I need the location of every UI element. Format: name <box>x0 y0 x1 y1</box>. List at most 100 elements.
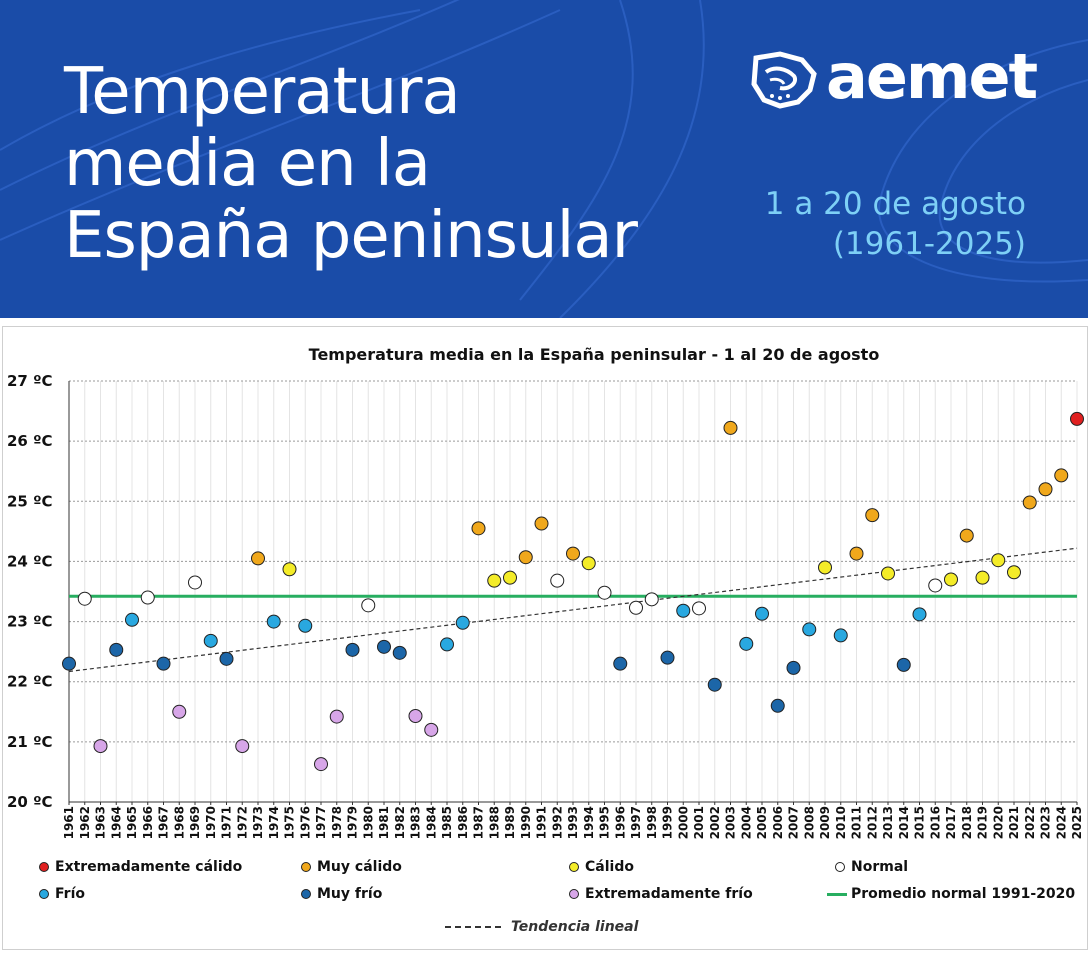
data-point-1969 <box>188 575 202 590</box>
data-point-1981 <box>377 639 391 654</box>
reference-lines <box>68 547 1078 673</box>
data-point-2025 <box>1070 411 1084 426</box>
x-tick-label: 1976 <box>298 806 312 839</box>
trend-line <box>68 547 1078 673</box>
x-tick-label: 2004 <box>739 806 753 839</box>
data-point-2020 <box>991 553 1006 568</box>
data-point-1964 <box>109 642 124 657</box>
x-tick-label: 1970 <box>204 806 218 839</box>
data-point-1996 <box>613 656 628 671</box>
data-point-2007 <box>786 660 801 675</box>
data-point-1968 <box>172 704 187 719</box>
data-point-1991 <box>534 516 549 531</box>
banner-title-line-3: España peninsular <box>64 199 638 273</box>
data-points <box>62 411 1084 772</box>
y-tick-label: 26 ºC <box>7 432 53 450</box>
banner-title-line-1: Temperatura <box>64 55 461 129</box>
data-point-1998 <box>644 592 659 607</box>
data-point-2004 <box>739 636 754 651</box>
data-point-1972 <box>235 739 250 754</box>
data-point-2022 <box>1022 495 1037 510</box>
data-point-1980 <box>361 598 376 613</box>
data-point-2011 <box>849 546 864 561</box>
data-point-2014 <box>896 657 911 672</box>
x-tick-label: 1996 <box>613 806 627 839</box>
aemet-logo-icon <box>751 51 817 109</box>
data-point-2003 <box>723 420 738 435</box>
data-point-2006 <box>770 698 785 713</box>
x-tick-label: 1988 <box>487 806 501 839</box>
data-point-2005 <box>755 606 769 621</box>
x-tick-label: 1992 <box>550 806 564 839</box>
temperature-scatter-chart: Temperatura media en la España peninsula… <box>7 345 1084 839</box>
x-tick-label: 1980 <box>361 806 375 839</box>
x-tick-label: 1993 <box>566 806 580 839</box>
x-tick-label: 2008 <box>802 806 816 839</box>
chart-grid <box>68 380 1078 803</box>
x-tick-label: 2009 <box>818 806 832 839</box>
x-tick-label: 1997 <box>629 806 643 839</box>
x-tick-label: 1999 <box>661 806 675 839</box>
x-tick-label: 1995 <box>598 806 612 839</box>
data-point-1986 <box>455 615 470 630</box>
data-point-1976 <box>298 618 313 633</box>
x-tick-label: 1961 <box>62 806 76 839</box>
y-tick-label: 25 ºC <box>7 492 53 510</box>
aemet-logo: aemet <box>750 40 1038 114</box>
x-tick-label: 2010 <box>834 806 848 839</box>
x-tick-label: 2012 <box>865 806 879 839</box>
period-line-1: 1 a 20 de agosto <box>764 186 1026 222</box>
x-tick-label: 2024 <box>1054 806 1068 839</box>
x-tick-label: 1991 <box>535 806 549 839</box>
chart-panel: Temperatura media en la España peninsula… <box>2 326 1088 950</box>
data-point-2018 <box>959 528 974 543</box>
x-tick-label: 1990 <box>519 806 533 839</box>
x-tick-label: 1982 <box>393 806 407 839</box>
y-tick-label: 21 ºC <box>7 733 53 751</box>
x-tick-label: 2013 <box>881 806 895 839</box>
data-point-1970 <box>203 633 218 648</box>
x-tick-label: 1967 <box>157 806 171 839</box>
data-point-1997 <box>629 600 643 615</box>
data-point-1977 <box>314 757 328 772</box>
data-point-2002 <box>707 677 722 692</box>
banner-title-line-2: media en la <box>64 127 431 201</box>
data-point-1994 <box>581 556 596 571</box>
data-point-1973 <box>251 551 265 566</box>
x-tick-label: 2000 <box>676 806 690 839</box>
x-tick-label: 2007 <box>787 806 801 839</box>
data-point-2016 <box>928 578 943 593</box>
x-tick-label: 2019 <box>976 806 990 839</box>
x-axis: 1961 1962 1963 1964 1965 1966 1967 1968 1969 1970… <box>62 801 1084 839</box>
data-point-1965 <box>125 612 139 627</box>
data-point-1979 <box>345 642 360 657</box>
x-tick-label: 1964 <box>109 806 123 839</box>
x-tick-label: 1965 <box>125 806 139 839</box>
data-point-1985 <box>440 637 454 652</box>
x-tick-label: 2023 <box>1039 806 1053 839</box>
x-tick-label: 1975 <box>283 806 297 839</box>
x-tick-label: 2006 <box>771 806 785 839</box>
data-point-1990 <box>518 550 533 565</box>
data-point-1995 <box>597 585 612 600</box>
data-point-2009 <box>818 560 832 575</box>
data-point-1966 <box>140 590 155 605</box>
x-tick-label: 1963 <box>94 806 108 839</box>
y-tick-label: 22 ºC <box>7 673 53 691</box>
aemet-logo-text: aemet <box>826 40 1038 113</box>
x-tick-label: 1972 <box>235 806 249 839</box>
x-tick-label: 1987 <box>472 806 486 839</box>
y-tick-label: 23 ºC <box>7 613 53 631</box>
x-tick-label: 1973 <box>251 806 265 839</box>
data-point-1983 <box>408 708 423 723</box>
x-tick-label: 2015 <box>913 806 927 839</box>
banner-title: Temperatura media en la España peninsula… <box>64 55 638 273</box>
data-point-2000 <box>676 603 691 618</box>
data-point-1988 <box>487 573 502 588</box>
x-tick-label: 2001 <box>692 806 706 839</box>
data-point-1987 <box>471 521 486 536</box>
data-point-1984 <box>424 722 439 737</box>
data-point-2010 <box>833 628 848 643</box>
data-point-1992 <box>550 573 565 588</box>
data-point-2019 <box>975 570 990 585</box>
